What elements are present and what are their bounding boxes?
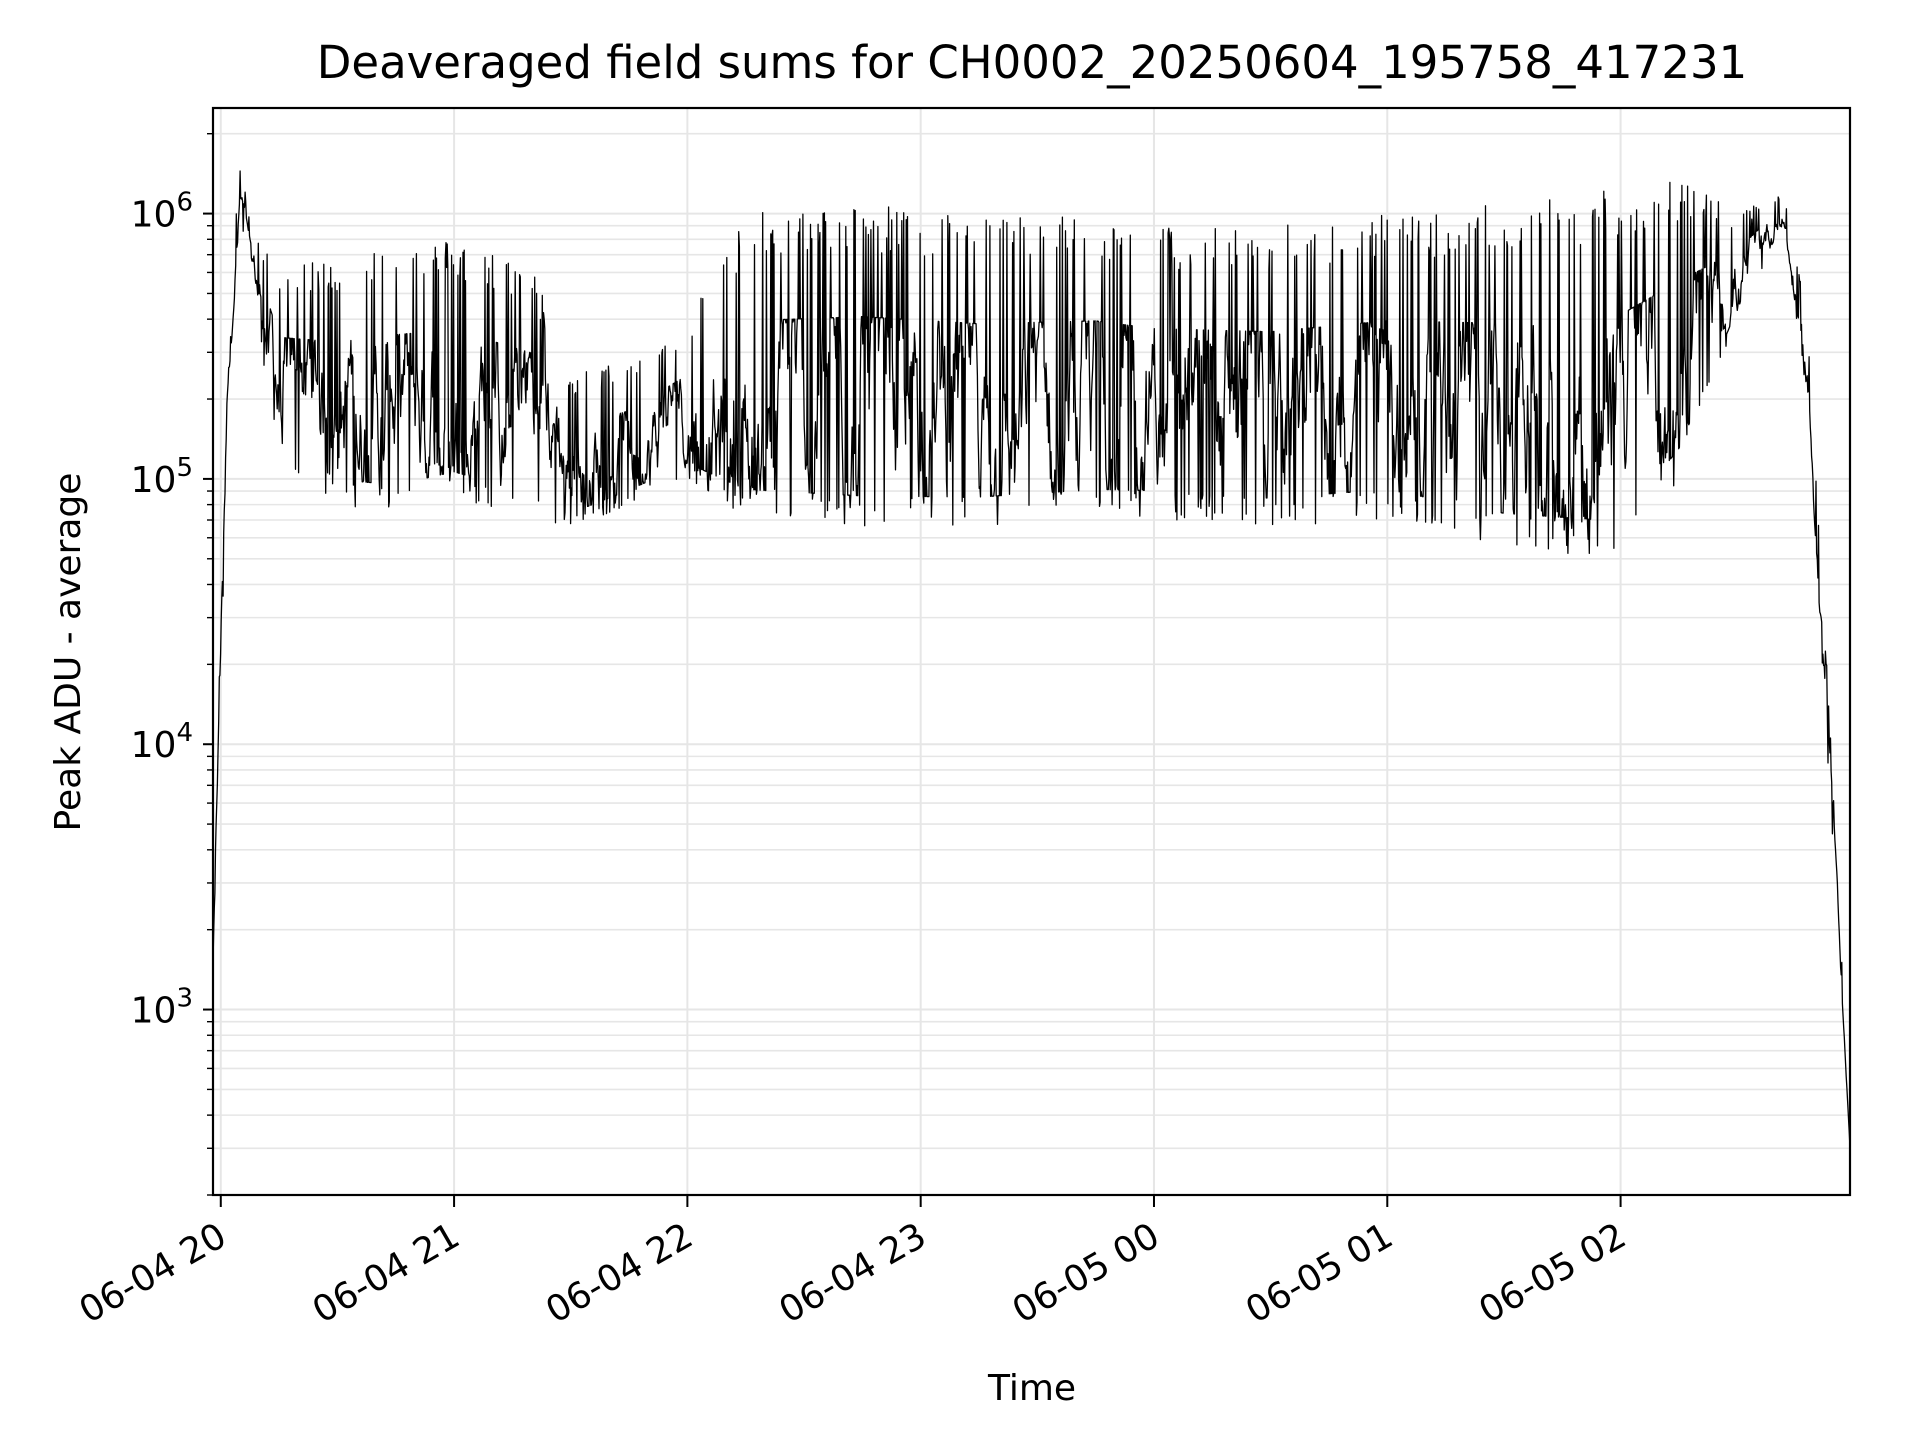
- x-tick-label: 06-04 21: [306, 1215, 467, 1331]
- y-tick-exponent: 5: [176, 453, 193, 483]
- x-tick-label: 06-04 22: [539, 1215, 700, 1331]
- y-axis-label: Peak ADU - average: [48, 473, 89, 832]
- y-tick-exponent: 3: [176, 984, 193, 1014]
- y-tick-label: 104: [131, 718, 193, 766]
- x-tick-label: 06-04 23: [773, 1215, 934, 1331]
- series-layer: [212, 170, 1851, 1149]
- x-tick-label: 06-04 20: [73, 1215, 234, 1331]
- x-tick-label: 06-05 01: [1239, 1215, 1400, 1331]
- y-tick-base: 10: [131, 195, 177, 236]
- y-tick-label: 105: [131, 453, 193, 501]
- series-line: [212, 170, 1851, 1149]
- plot-frame: [211, 106, 1852, 1197]
- y-tick-exponent: 6: [176, 188, 193, 218]
- y-tick-label: 106: [131, 188, 193, 236]
- x-axis-label: Time: [987, 1368, 1076, 1409]
- y-tick-exponent: 4: [176, 718, 193, 748]
- y-tick-label: 103: [131, 984, 193, 1032]
- y-tick-base: 10: [131, 991, 177, 1032]
- grid-layer: [213, 108, 1850, 1196]
- x-tick-label: 06-05 00: [1006, 1215, 1167, 1331]
- y-tick-base: 10: [131, 725, 177, 766]
- x-axis: 06-04 20 06-04 21 06-04 22 06-04 23 06-05 00…: [73, 1195, 1633, 1332]
- chart-title: Deaveraged field sums for CH0002_2025060…: [317, 36, 1747, 89]
- x-tick-label: 06-05 02: [1472, 1215, 1633, 1331]
- y-tick-base: 10: [131, 460, 177, 501]
